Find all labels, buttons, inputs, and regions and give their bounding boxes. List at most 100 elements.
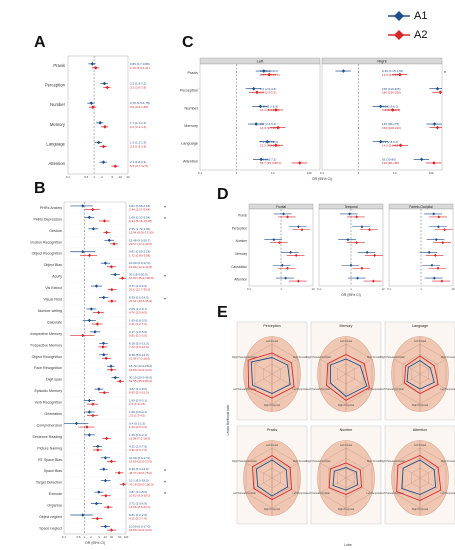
category-label: Episodic Memory — [34, 389, 62, 393]
data-point — [109, 368, 114, 372]
data-point — [398, 72, 402, 77]
data-point — [419, 157, 424, 162]
radar-series — [326, 353, 370, 401]
data-point — [96, 444, 100, 449]
data-point — [341, 69, 346, 73]
data-point — [91, 402, 95, 406]
data-point — [103, 524, 108, 529]
plot-frame-a — [67, 55, 129, 175]
data-point — [107, 238, 111, 242]
data-point — [378, 139, 383, 144]
value-label: 1.69 (0.32-3.54) — [129, 215, 150, 219]
radar-series — [406, 359, 435, 390]
value-label: 2.5 (1.3-4.5) — [129, 414, 145, 418]
data-point — [433, 253, 437, 257]
data-point — [103, 456, 108, 460]
radar-series — [247, 352, 295, 399]
value-label: 19.89 (12.0-33.0) — [129, 459, 152, 463]
facet-title: Parieto-Occipital — [409, 205, 433, 209]
radar-spoke — [271, 358, 299, 375]
value-label: 19.89 (12.0-33.0) — [129, 368, 152, 372]
data-point — [373, 253, 377, 257]
data-point — [355, 215, 359, 219]
chart-panel-d: Praxis Perception Number Memory Calculation A… — [231, 203, 455, 297]
data-point — [102, 390, 107, 395]
tick-label: 0.1 — [247, 287, 251, 291]
data-point — [104, 436, 109, 441]
category-label: Perception — [45, 83, 66, 88]
radar-axis-label: Right Parietal-Occipital — [306, 460, 331, 463]
value-label: 30.19 (20.0-46.0) — [129, 376, 152, 380]
data-point — [81, 204, 85, 208]
data-point — [254, 122, 258, 126]
data-point — [371, 279, 375, 283]
category-label: Space neglect — [39, 526, 62, 530]
data-point — [286, 215, 290, 219]
radar-axis-label: Right Frontal — [367, 356, 381, 359]
significance-marker: * — [164, 297, 166, 303]
value-label: 3.2 (2.6-3.8) — [130, 86, 146, 90]
radar-series — [403, 355, 439, 395]
value-label: 11.58 (7.0-18.0) — [129, 436, 150, 440]
data-point — [294, 253, 298, 257]
category-label: Memory — [50, 122, 66, 127]
tick-label: 2 — [90, 535, 92, 539]
value-label: 19.89 (12.1-32.8) — [129, 265, 152, 269]
data-point — [436, 225, 440, 229]
value-label: 8.95 (5.0-15.0) — [129, 391, 149, 395]
value-label: 3.71 (2.0-6.9) — [129, 284, 147, 288]
value-label: 150 (110-205) — [382, 87, 401, 91]
data-point — [103, 125, 107, 129]
value-label: 2.6 (2.1-3.4) — [130, 125, 146, 129]
value-label: 11.04 (7.0-18.0) — [129, 356, 150, 360]
tick-label: 1 — [350, 287, 352, 291]
value-label: 0.81 (0.65-2.18) — [129, 250, 150, 254]
tick-label: 2 — [101, 175, 103, 179]
radar-axis-label: Left Parietal-Occipital — [381, 388, 404, 391]
value-label: 2.09 (1.2-3.7) — [129, 307, 147, 311]
value-label: 10.1 (6.0-18.0) — [129, 479, 149, 483]
radar-spoke — [319, 373, 347, 390]
radar-spoke — [271, 477, 299, 494]
tick-label: 1 — [280, 287, 282, 291]
data-point — [81, 513, 85, 517]
value-label: 1.7 (1.3-2.2) — [130, 121, 146, 125]
data-point — [300, 228, 304, 232]
radar-axis-label: Left Parietal-Occipital — [233, 492, 256, 495]
radar-axis-label: Right Temporal — [338, 404, 355, 407]
value-label: 1.69 (0.8-3.5) — [129, 318, 147, 322]
data-point — [102, 81, 107, 86]
category-label: Number — [50, 102, 65, 107]
value-label: 76.18 (50.0-100.0) — [129, 482, 154, 486]
radar-axis-label: Right Frontal — [293, 356, 307, 359]
radar-spoke — [345, 373, 373, 390]
data-point — [120, 276, 125, 280]
value-label: 0.4 (0.1-1.5) — [129, 421, 145, 425]
value-label: 55 (35-86) — [382, 158, 396, 162]
tick-label: 0.1 — [66, 175, 71, 179]
data-point — [101, 345, 105, 349]
value-label: 15.48 (9.0-26.7) — [129, 238, 150, 242]
panel-label-a: A — [34, 34, 46, 51]
category-label: Target Detection — [36, 481, 62, 485]
data-point — [365, 250, 369, 254]
facet-title: Praxis — [267, 428, 277, 432]
radar-series — [252, 454, 292, 501]
data-point — [284, 276, 288, 280]
value-label: 4.57 (3.0-6.9) — [260, 105, 278, 109]
value-label: 125 (90-175) — [382, 122, 399, 126]
data-point — [102, 353, 106, 357]
data-point — [262, 69, 266, 73]
data-point — [272, 238, 276, 242]
legend: A1 A2 — [388, 6, 450, 44]
data-point — [102, 219, 107, 223]
data-point — [110, 299, 114, 303]
y-axis-label: Lesion likelihood ratio — [226, 404, 230, 435]
data-point — [296, 225, 300, 229]
radar-spoke — [419, 373, 447, 390]
radar-axis-label: Right Temporal — [338, 508, 355, 511]
data-point — [440, 279, 444, 283]
category-label: Number — [184, 106, 198, 110]
value-label: 8.16 (5.0-13.3) — [129, 341, 149, 345]
radar-series — [329, 358, 368, 398]
